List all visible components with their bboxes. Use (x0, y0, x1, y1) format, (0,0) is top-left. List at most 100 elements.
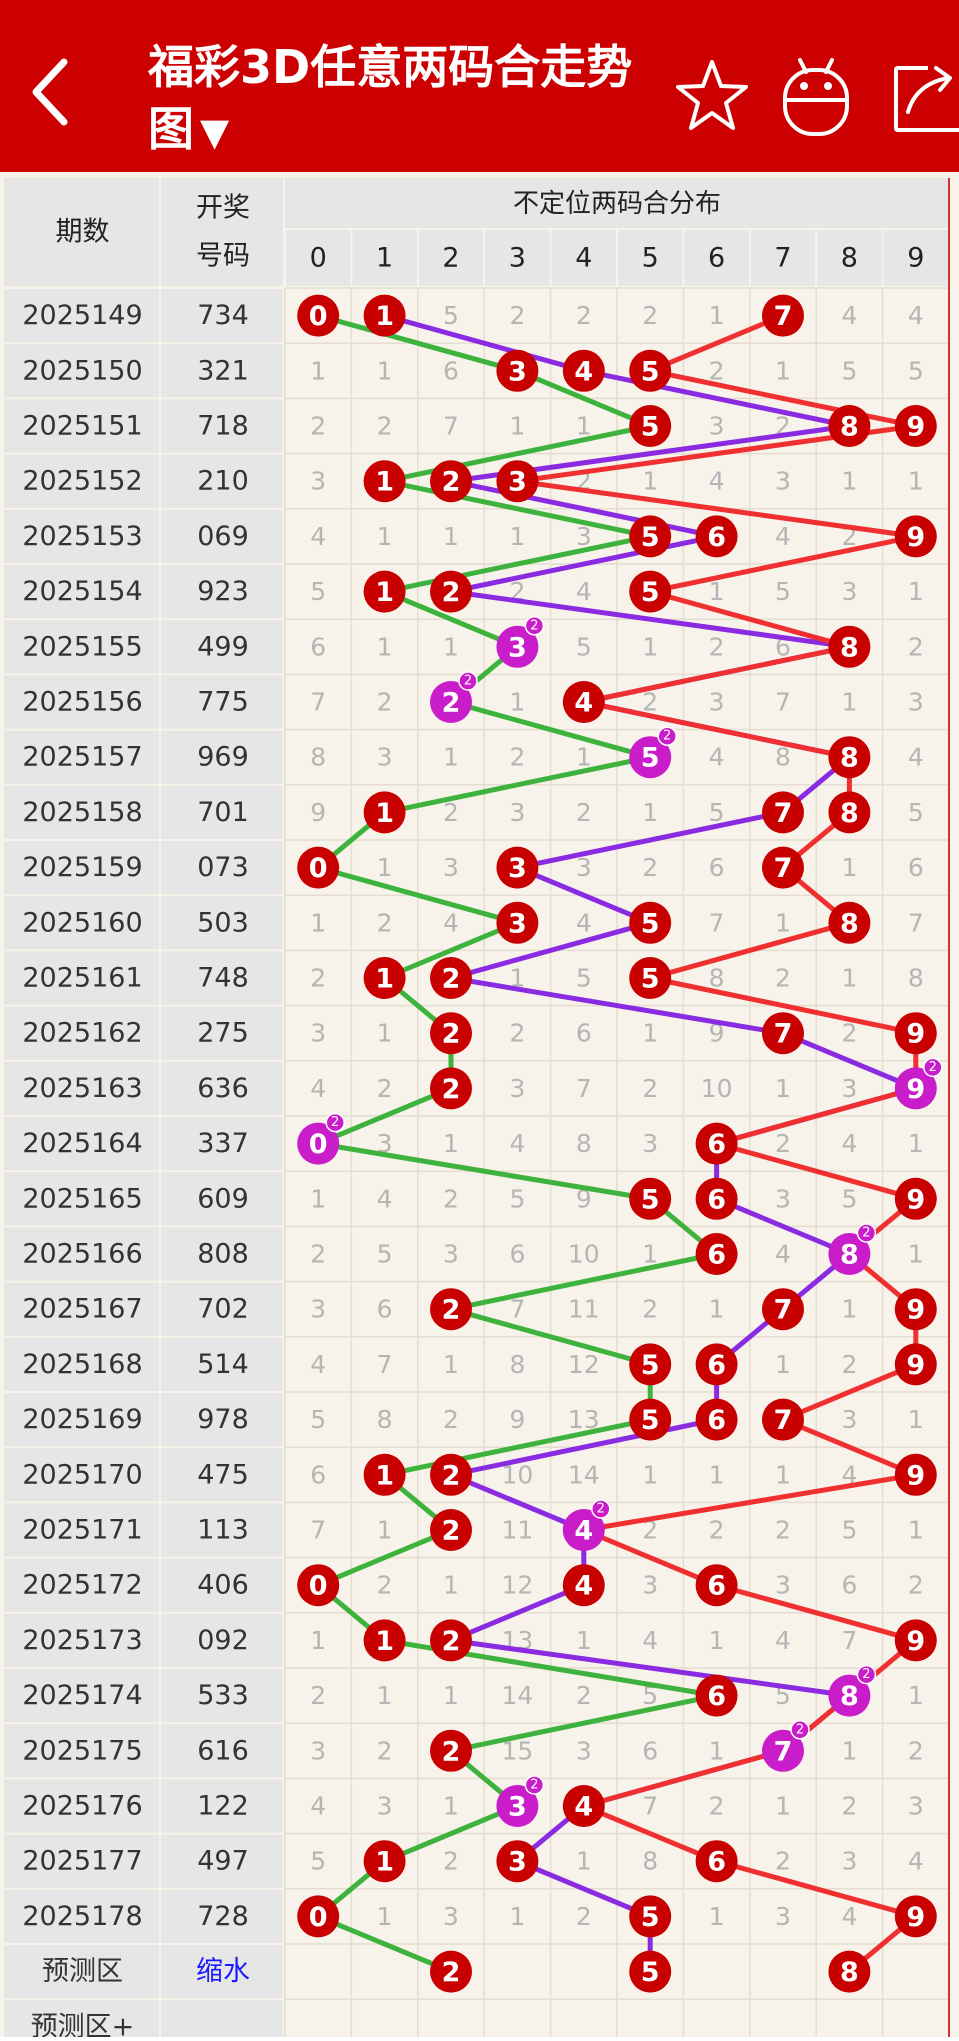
number-cell (161, 1834, 283, 1888)
hit-ball-digit: 4 (574, 1792, 593, 1823)
missing-count: 2 (908, 632, 924, 661)
period-value: 2025166 (22, 1239, 142, 1270)
missing-count: 1 (310, 1626, 326, 1655)
draw-number: 113 (197, 1515, 249, 1546)
digit-header-7: 7 (774, 243, 791, 274)
hit-ball: 1 (363, 791, 406, 834)
missing-count: 2 (443, 798, 459, 827)
hit-ball-digit: 9 (906, 1019, 925, 1050)
hit-ball: 9 (894, 1288, 937, 1331)
missing-count: 1 (509, 1902, 525, 1931)
hit-ball-circle (828, 791, 871, 834)
hit-ball: 4 (562, 1564, 605, 1607)
trend-line-segment (448, 533, 720, 595)
number-cell (161, 399, 283, 453)
hit-ball-digit: 5 (641, 908, 660, 939)
period-cell (4, 1779, 159, 1833)
hit-ball-digit: 5 (641, 743, 660, 774)
missing-count: 4 (576, 577, 592, 606)
missing-count: 1 (775, 1460, 791, 1489)
hit-ball-digit: 6 (707, 1681, 726, 1712)
missing-count: 12 (568, 1350, 600, 1379)
hit-ball-circle (762, 1288, 804, 1331)
hit-ball-circle (629, 570, 672, 613)
hit-ball: 7 (762, 1288, 804, 1331)
trend-line-segment (448, 589, 852, 650)
number-cell (161, 1558, 283, 1612)
trend-line-segment (514, 865, 653, 926)
hit-ball-digit: 4 (574, 1516, 593, 1547)
favorite-button[interactable] (672, 50, 752, 140)
share-icon (894, 66, 959, 132)
period-cell (4, 1889, 159, 1943)
period-value: 2025154 (22, 576, 142, 607)
missing-count: 1 (908, 1240, 924, 1269)
hit-ball-digit: 8 (840, 908, 859, 939)
period-value: 2025156 (22, 687, 142, 718)
missing-count: 2 (576, 1902, 592, 1931)
draw-number: 210 (197, 466, 249, 497)
page-title[interactable]: 福彩3D任意两码合走势图 ▼ (148, 36, 668, 163)
hit-ball-circle (430, 460, 472, 503)
hit-ball-digit: 1 (375, 964, 394, 995)
missing-count: 7 (775, 688, 791, 717)
hit-ball-circle (695, 1674, 738, 1717)
missing-count: 3 (775, 1571, 791, 1600)
missing-count: 6 (443, 356, 459, 385)
trend-line-segment (448, 975, 786, 1036)
trend-line-segment (382, 1417, 653, 1478)
missing-count: 4 (841, 1460, 857, 1489)
missing-count: 4 (310, 1350, 326, 1379)
missing-count: 4 (908, 743, 924, 772)
missing-count: 1 (709, 1460, 725, 1489)
period-value: 2025163 (22, 1073, 142, 1104)
number-cell (161, 1889, 283, 1943)
missing-count: 4 (775, 1240, 791, 1269)
hit-ball: 6 (695, 1122, 738, 1165)
title-dropdown-caret[interactable]: ▼ (200, 110, 230, 154)
trend-line-segment (382, 313, 587, 374)
missing-count: 1 (377, 522, 393, 551)
missing-count: 7 (310, 688, 326, 717)
android-button[interactable] (776, 50, 856, 140)
hit-ball: 52 (629, 726, 677, 779)
missing-count: 2 (841, 1350, 857, 1379)
missing-count: 1 (841, 1736, 857, 1765)
predict-area-label: 预测区 (42, 1956, 123, 1987)
draw-number: 069 (197, 521, 249, 552)
header-digit-cell (286, 230, 351, 286)
back-button[interactable] (22, 52, 82, 132)
missing-count: 1 (709, 301, 725, 330)
double-badge-text: 2 (331, 1115, 339, 1130)
hit-ball: 92 (894, 1057, 943, 1110)
missing-count: 2 (642, 1074, 658, 1103)
period-value: 2025161 (22, 963, 142, 994)
period-cell (4, 1448, 159, 1502)
draw-number: 503 (197, 907, 249, 938)
missing-count: 1 (642, 798, 658, 827)
hit-ball: 0 (297, 846, 340, 889)
hit-ball-circle (430, 1950, 472, 1993)
hit-ball-digit: 2 (442, 1957, 461, 1988)
trend-line-segment (315, 1085, 454, 1147)
hit-ball-circle (496, 625, 539, 668)
shrink-link[interactable]: 缩水 (196, 1956, 250, 1987)
missing-count: 1 (908, 1405, 924, 1434)
hit-ball-circle (430, 957, 472, 999)
hit-ball: 8 (828, 405, 871, 447)
missing-count: 1 (509, 412, 525, 441)
digit-header-2: 2 (442, 243, 459, 274)
share-button[interactable] (890, 50, 959, 140)
draw-number: 321 (197, 355, 249, 386)
hit-ball: 9 (894, 1453, 937, 1496)
missing-count: 5 (310, 1405, 326, 1434)
hit-ball: 6 (695, 1564, 738, 1607)
missing-count: 2 (775, 1847, 791, 1876)
missing-count: 8 (709, 964, 725, 993)
missing-count: 2 (709, 356, 725, 385)
number-cell (161, 1945, 283, 1999)
hit-ball-digit: 5 (641, 1957, 660, 1988)
hit-ball: 4 (562, 349, 605, 392)
hit-ball-digit: 6 (707, 1571, 726, 1602)
period-value: 2025177 (22, 1846, 142, 1877)
